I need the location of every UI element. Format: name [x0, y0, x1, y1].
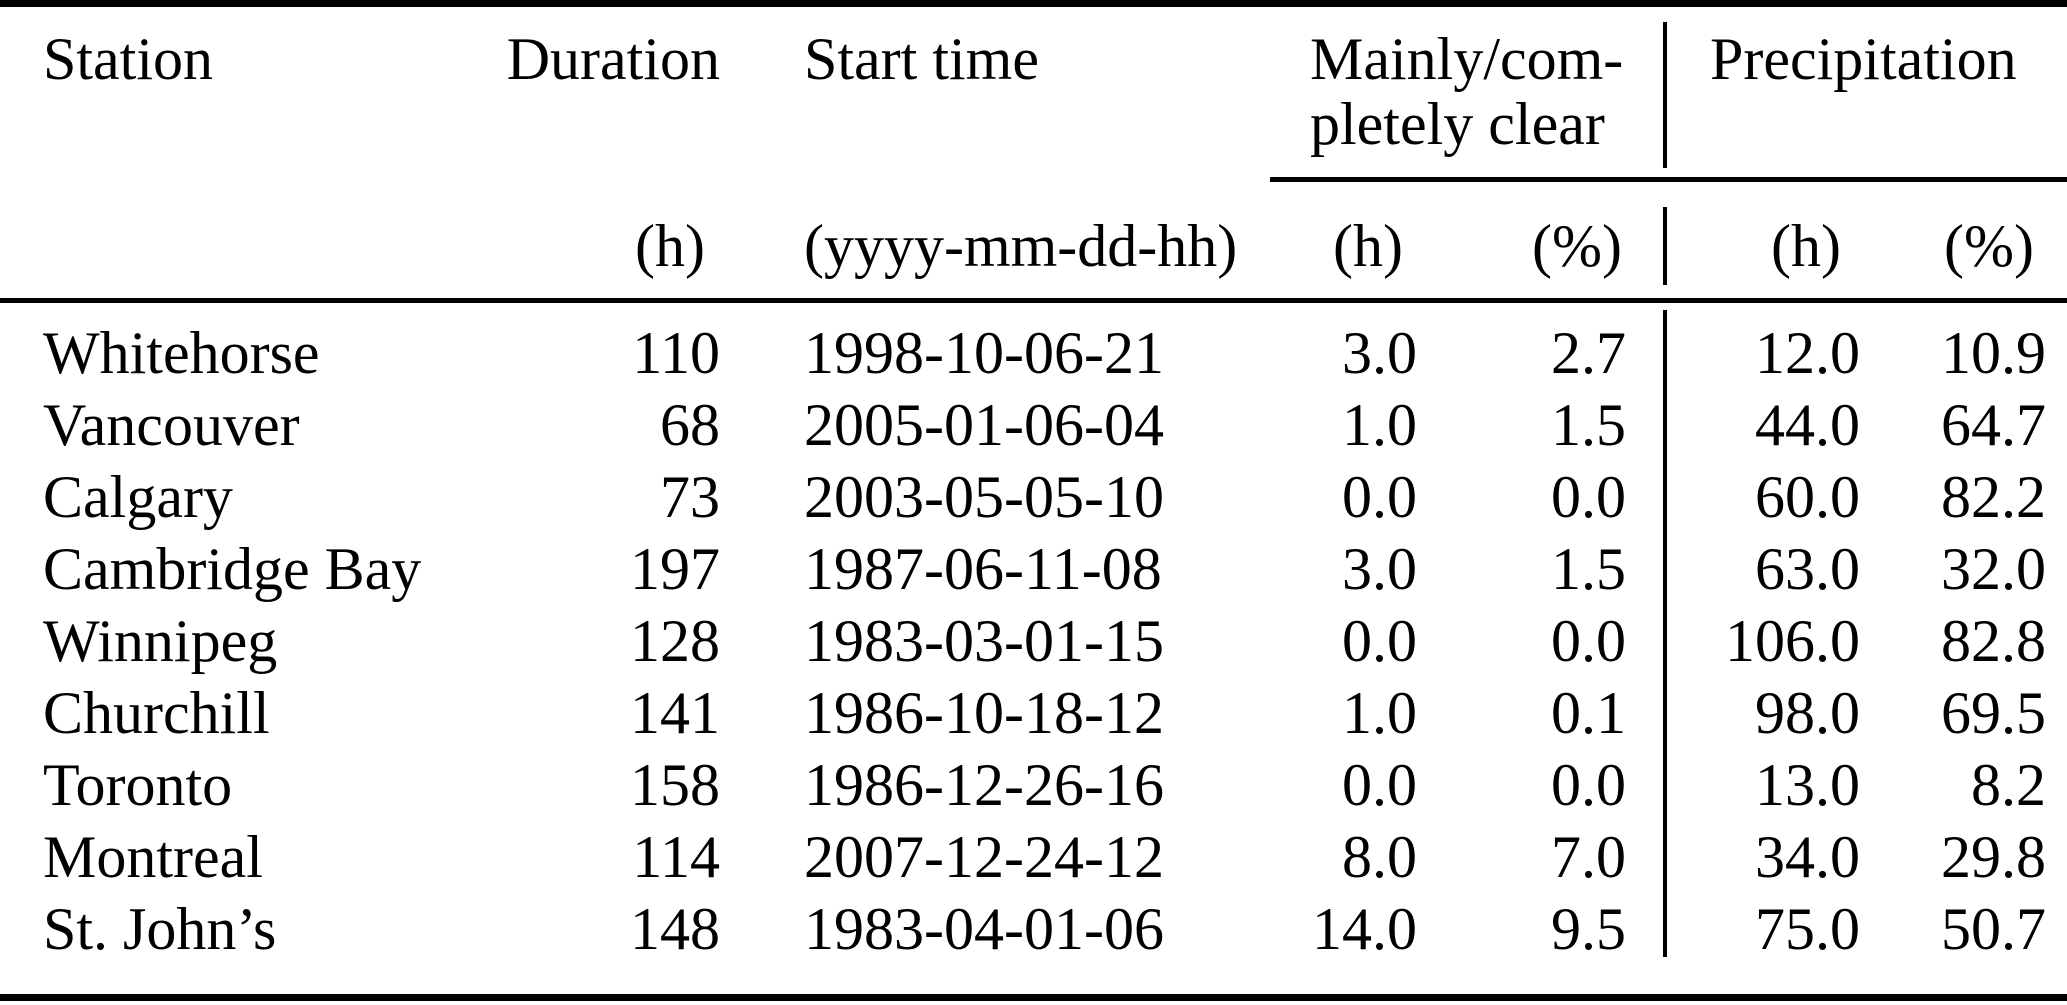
cell-precip-pct: 29.8 [1941, 824, 2046, 890]
table-body: Whitehorse 110 1998-10-06-21 3.0 2.7 12.… [0, 301, 2067, 998]
cell-clear-pct: 2.7 [1551, 320, 1626, 386]
col-header-duration: Duration [506, 26, 720, 92]
header-row-units: (h) (yyyy-mm-dd-hh) (h) (%) (h) (%) [0, 179, 2067, 303]
table-row: Calgary 73 2003-05-05-10 0.0 0.0 60.0 82… [0, 461, 2067, 533]
cell-duration: 110 [632, 320, 720, 386]
cell-precip-pct: 8.2 [1971, 752, 2046, 818]
cell-precip-h: 34.0 [1755, 824, 1860, 890]
col-group-header-precipitation: Precipitation [1630, 3, 2067, 182]
cell-start-time: 1998-10-06-21 [804, 320, 1164, 386]
cell-clear-h: 3.0 [1342, 320, 1417, 386]
cell-clear-pct: 1.5 [1551, 392, 1626, 458]
cell-clear-pct: 1.5 [1551, 536, 1626, 602]
col-group-header-clear: Mainly/com-pletely clear [1270, 3, 1630, 182]
cell-precip-h: 12.0 [1755, 320, 1860, 386]
cell-start-time: 1983-03-01-15 [804, 608, 1164, 674]
cell-precip-h: 13.0 [1755, 752, 1860, 818]
cell-clear-h: 0.0 [1342, 464, 1417, 530]
cell-precip-pct: 82.8 [1941, 608, 2046, 674]
cell-clear-pct: 0.0 [1551, 464, 1626, 530]
table-row: Toronto 158 1986-12-26-16 0.0 0.0 13.0 8… [0, 749, 2067, 821]
cell-clear-h: 0.0 [1342, 752, 1417, 818]
vertical-rule-segment-top [1663, 22, 1667, 168]
cell-duration: 197 [630, 536, 720, 602]
table-row: Winnipeg 128 1983-03-01-15 0.0 0.0 106.0… [0, 605, 2067, 677]
cell-clear-pct: 0.0 [1551, 752, 1626, 818]
cell-clear-h: 14.0 [1312, 896, 1417, 962]
cell-start-time: 1986-10-18-12 [804, 680, 1164, 746]
unit-header-empty [0, 179, 490, 303]
cell-duration: 68 [660, 392, 720, 458]
cell-station: Montreal [43, 824, 263, 890]
cell-station: Toronto [43, 752, 233, 818]
cell-clear-pct: 0.1 [1551, 680, 1626, 746]
cell-station: Whitehorse [43, 320, 320, 386]
cell-clear-h: 1.0 [1342, 392, 1417, 458]
cell-start-time: 2005-01-06-04 [804, 392, 1164, 458]
unit-header-clear-pct: (%) [1420, 179, 1630, 303]
cell-clear-h: 8.0 [1342, 824, 1417, 890]
cell-start-time: 1983-04-01-06 [804, 896, 1164, 962]
cell-duration: 158 [630, 752, 720, 818]
cell-precip-pct: 82.2 [1941, 464, 2046, 530]
cell-precip-pct: 64.7 [1941, 392, 2046, 458]
cell-precip-pct: 69.5 [1941, 680, 2046, 746]
cell-station: Calgary [43, 464, 233, 530]
cell-precip-h: 63.0 [1755, 536, 1860, 602]
cell-start-time: 1987-06-11-08 [804, 536, 1162, 602]
unit-header-precip-h: (h) [1630, 179, 1865, 303]
cell-station: Vancouver [43, 392, 300, 458]
cell-station: Winnipeg [43, 608, 278, 674]
cell-precip-h: 44.0 [1755, 392, 1860, 458]
cell-duration: 73 [660, 464, 720, 530]
cell-precip-h: 106.0 [1725, 608, 1860, 674]
cell-precip-h: 98.0 [1755, 680, 1860, 746]
cell-precip-pct: 10.9 [1941, 320, 2046, 386]
table-header: Station Duration Start time Mainly/com-p… [0, 3, 2067, 303]
unit-header-start-time-format: (yyyy-mm-dd-hh) [723, 179, 1270, 303]
cell-precip-h: 60.0 [1755, 464, 1860, 530]
table-row: Cambridge Bay 197 1987-06-11-08 3.0 1.5 … [0, 533, 2067, 605]
cell-station: Churchill [43, 680, 270, 746]
clear-header-line2: pletely clear [1310, 91, 1605, 157]
cell-precip-h: 75.0 [1755, 896, 1860, 962]
header-row-groups: Station Duration Start time Mainly/com-p… [0, 3, 2067, 182]
table-row: Churchill 141 1986-10-18-12 1.0 0.1 98.0… [0, 677, 2067, 749]
cell-precip-pct: 50.7 [1941, 896, 2046, 962]
col-header-station: Station [43, 26, 214, 92]
cell-start-time: 2003-05-05-10 [804, 464, 1164, 530]
cell-duration: 141 [630, 680, 720, 746]
cell-clear-h: 0.0 [1342, 608, 1417, 674]
cell-clear-pct: 7.0 [1551, 824, 1626, 890]
table-row: Montreal 114 2007-12-24-12 8.0 7.0 34.0 … [0, 821, 2067, 893]
cell-station: St. John’s [43, 896, 277, 962]
col-header-start-time: Start time [804, 26, 1039, 92]
unit-header-precip-pct: (%) [1865, 179, 2067, 303]
cell-start-time: 2007-12-24-12 [804, 824, 1164, 890]
table-row: Vancouver 68 2005-01-06-04 1.0 1.5 44.0 … [0, 389, 2067, 461]
cell-precip-pct: 32.0 [1941, 536, 2046, 602]
vertical-rule-segment-units [1663, 207, 1667, 285]
cell-clear-pct: 9.5 [1551, 896, 1626, 962]
cell-clear-h: 3.0 [1342, 536, 1417, 602]
unit-header-duration-h: (h) [490, 179, 723, 303]
table-row: St. John’s 148 1983-04-01-06 14.0 9.5 75… [0, 893, 2067, 998]
cell-station: Cambridge Bay [43, 536, 422, 602]
clear-header-line1: Mainly/com- [1310, 26, 1624, 92]
cell-duration: 128 [630, 608, 720, 674]
cell-clear-pct: 0.0 [1551, 608, 1626, 674]
table-row: Whitehorse 110 1998-10-06-21 3.0 2.7 12.… [0, 301, 2067, 390]
cell-duration: 114 [632, 824, 720, 890]
cell-duration: 148 [630, 896, 720, 962]
unit-header-clear-h: (h) [1270, 179, 1420, 303]
cell-clear-h: 1.0 [1342, 680, 1417, 746]
vertical-rule-segment-body [1663, 310, 1667, 957]
cell-start-time: 1986-12-26-16 [804, 752, 1164, 818]
